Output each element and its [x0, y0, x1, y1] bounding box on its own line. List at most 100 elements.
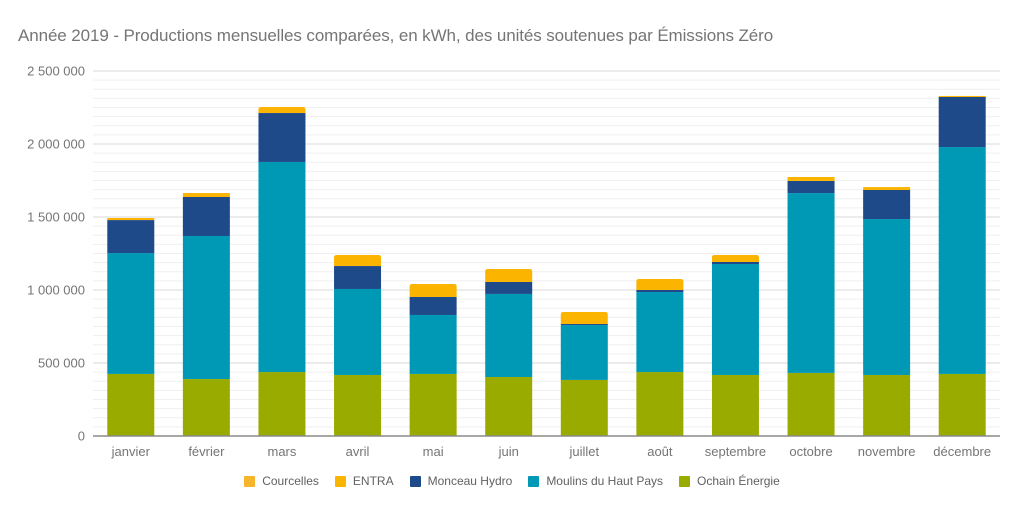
y-tick-label: 500 000: [38, 356, 85, 371]
legend-label: Monceau Hydro: [427, 474, 513, 488]
bar-segment-entra: [182, 193, 230, 197]
bar-stack-février: [182, 193, 230, 436]
bar-segment-moulins-du-haut-pays: [485, 293, 533, 378]
x-tick-label: septembre: [705, 444, 766, 459]
bar-stack-juin: [485, 268, 533, 436]
x-tick-label: décembre: [933, 444, 991, 459]
bar-segment-entra: [863, 187, 911, 190]
bar-segment-ochain-énergie: [938, 373, 986, 436]
legend-label: Ochain Énergie: [697, 474, 780, 488]
bar-segment-entra: [258, 107, 306, 114]
bar-segment-entra: [560, 312, 608, 325]
bar-stack-mars: [258, 107, 306, 436]
y-axis: 0 500 000 1 000 000 1 500 000 2 000 000 2 500…: [27, 64, 85, 444]
bar-segment-moulins-du-haut-pays: [787, 193, 835, 373]
bar-stack-janvier: [107, 218, 155, 436]
x-tick-label: avril: [346, 444, 370, 459]
bar-segment-ochain-énergie: [711, 374, 759, 436]
legend-swatch: [528, 475, 540, 487]
legend-swatch: [679, 475, 691, 487]
bar-segment-monceau-hydro: [107, 220, 155, 254]
bar-segment-moulins-du-haut-pays: [258, 161, 306, 373]
bar-segment-ochain-énergie: [560, 379, 608, 436]
bar-segment-ochain-énergie: [107, 373, 155, 436]
legend-swatch: [409, 475, 421, 487]
bar-segment-moulins-du-haut-pays: [560, 325, 608, 380]
bar-segment-monceau-hydro: [182, 196, 230, 236]
x-tick-label: juillet: [568, 444, 599, 459]
bar-segment-moulins-du-haut-pays: [409, 314, 457, 374]
y-tick-label: 2 000 000: [27, 137, 85, 152]
legend-label: ENTRA: [352, 474, 394, 488]
bar-stack-décembre: [938, 95, 986, 436]
bar-segment-entra: [787, 176, 835, 181]
bars: [107, 95, 986, 436]
bar-segment-monceau-hydro: [711, 261, 759, 265]
x-tick-label: janvier: [111, 444, 151, 459]
bar-segment-moulins-du-haut-pays: [711, 264, 759, 375]
bar-segment-monceau-hydro: [485, 281, 533, 294]
bar-segment-monceau-hydro: [409, 297, 457, 315]
bar-segment-entra: [938, 95, 986, 97]
legend-item: Moulins du Haut Pays: [528, 474, 663, 488]
legend-item: Courcelles: [244, 474, 319, 488]
x-tick-label: octobre: [789, 444, 832, 459]
legend-item: Monceau Hydro: [409, 474, 513, 488]
bar-stack-août: [636, 279, 684, 436]
bar-segment-monceau-hydro: [636, 290, 684, 293]
bar-segment-entra: [711, 254, 759, 262]
bar-segment-moulins-du-haut-pays: [938, 147, 986, 374]
gridlines: [93, 70, 1000, 428]
bar-segment-ochain-énergie: [485, 377, 533, 436]
bar-segment-monceau-hydro: [938, 96, 986, 148]
bar-segment-monceau-hydro: [560, 324, 608, 326]
chart-title: Année 2019 - Productions mensuelles comp…: [18, 26, 774, 45]
bar-segment-ochain-énergie: [409, 373, 457, 436]
y-tick-label: 0: [78, 429, 85, 444]
bar-segment-moulins-du-haut-pays: [334, 288, 382, 375]
bar-stack-avril: [334, 254, 382, 436]
bar-stack-septembre: [711, 254, 759, 436]
legend-item: Ochain Énergie: [679, 474, 780, 488]
y-tick-label: 1 000 000: [27, 283, 85, 298]
x-tick-label: août: [647, 444, 673, 459]
bar-segment-entra: [107, 218, 155, 221]
legend-swatch: [334, 475, 346, 487]
bar-segment-monceau-hydro: [258, 113, 306, 162]
x-tick-label: mai: [423, 444, 444, 459]
legend-label: Moulins du Haut Pays: [546, 474, 664, 488]
y-tick-label: 1 500 000: [27, 210, 85, 225]
y-tick-label: 2 500 000: [27, 64, 85, 79]
legend-swatch: [244, 475, 256, 487]
bar-segment-ochain-énergie: [258, 372, 306, 436]
bar-stack-novembre: [863, 187, 911, 436]
bar-stack-mai: [409, 284, 457, 436]
bar-segment-monceau-hydro: [334, 266, 382, 289]
x-tick-label: novembre: [858, 444, 916, 459]
x-tick-label: mars: [268, 444, 297, 459]
legend-item: ENTRA: [334, 474, 394, 488]
bar-segment-entra: [636, 279, 684, 290]
bar-segment-moulins-du-haut-pays: [636, 292, 684, 373]
bar-stack-octobre: [787, 176, 835, 436]
x-axis: janvier février mars avril mai juin juillet aoû…: [93, 435, 1000, 459]
bar-segment-ochain-énergie: [787, 372, 835, 436]
bar-segment-entra: [409, 284, 457, 298]
bar-segment-ochain-énergie: [636, 372, 684, 436]
bar-segment-ochain-énergie: [863, 374, 911, 436]
bar-segment-monceau-hydro: [787, 180, 835, 194]
bar-segment-monceau-hydro: [863, 189, 911, 220]
legend: Courcelles ENTRA Monceau Hydro Moulins du H…: [0, 474, 1024, 488]
bar-segment-ochain-énergie: [182, 379, 230, 436]
x-tick-label: février: [188, 444, 225, 459]
bar-segment-entra: [485, 268, 533, 282]
x-tick-label: juin: [498, 444, 519, 459]
bar-segment-moulins-du-haut-pays: [107, 253, 155, 374]
legend-label: Courcelles: [262, 474, 319, 488]
bar-segment-moulins-du-haut-pays: [863, 219, 911, 375]
bar-segment-ochain-énergie: [334, 374, 382, 436]
bar-segment-entra: [334, 254, 382, 267]
bar-stack-juillet: [560, 312, 608, 436]
bar-segment-moulins-du-haut-pays: [182, 235, 230, 380]
